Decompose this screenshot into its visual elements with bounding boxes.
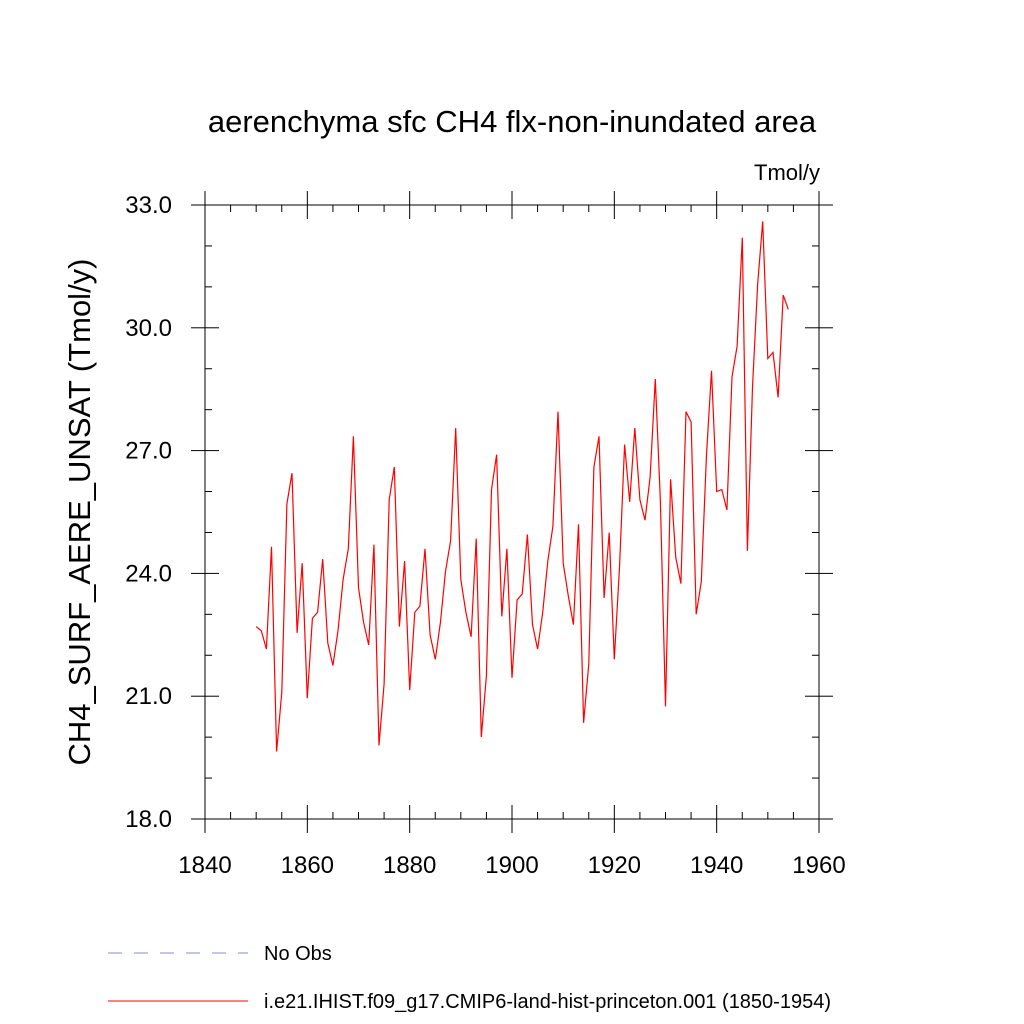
x-tick-label: 1940	[690, 852, 743, 879]
y-tick-label: 21.0	[125, 683, 172, 710]
units-label: Tmol/y	[754, 160, 820, 185]
axis-ticks	[191, 191, 833, 833]
x-tick-label: 1860	[281, 852, 334, 879]
y-tick-label: 30.0	[125, 315, 172, 342]
plot-frame	[204, 204, 820, 820]
y-tick-label: 27.0	[125, 438, 172, 465]
y-tick-label: 24.0	[125, 560, 172, 587]
y-axis-label: CH4_SURF_AERE_UNSAT (Tmol/y)	[62, 258, 97, 765]
y-tick-label: 18.0	[125, 806, 172, 833]
y-tick-label: 33.0	[125, 192, 172, 219]
plot-area	[255, 221, 789, 752]
x-tick-label: 1960	[792, 852, 845, 879]
series-line	[255, 221, 789, 752]
x-tick-label: 1900	[485, 852, 538, 879]
x-tick-label: 1920	[588, 852, 641, 879]
tick-labels: 1840 1860 1880 1900 1920 1940 1960 18.0 21.0 24.0…	[125, 192, 845, 879]
legend-label-no-obs: No Obs	[264, 943, 332, 965]
x-tick-label: 1880	[383, 852, 436, 879]
x-tick-label: 1840	[178, 852, 231, 879]
legend-label-model: i.e21.IHIST.f09_g17.CMIP6-land-hist-prin…	[264, 991, 831, 1013]
chart-title: aerenchyma sfc CH4 flx-non-inundated are…	[208, 104, 817, 139]
legend: No Obs i.e21.IHIST.f09_g17.CMIP6-land-hi…	[108, 943, 831, 1013]
